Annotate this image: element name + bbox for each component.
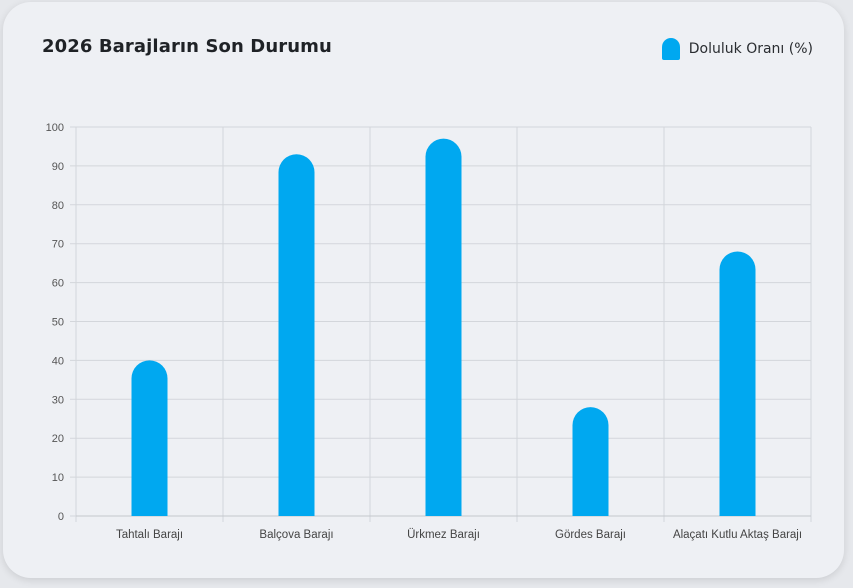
x-tick-label: Ürkmez Barajı	[407, 529, 480, 541]
bar[interactable]	[425, 138, 462, 517]
x-tick-label: Tahtalı Barajı	[116, 529, 183, 541]
y-tick-label: 50	[52, 317, 64, 329]
y-tick-label: 90	[52, 161, 64, 173]
y-tick-label: 30	[52, 394, 64, 406]
y-tick-label: 10	[52, 472, 64, 484]
y-tick-label: 40	[52, 355, 64, 367]
y-tick-label: 60	[52, 278, 64, 290]
bar[interactable]	[572, 407, 609, 516]
y-tick-label: 0	[58, 511, 64, 523]
bar[interactable]	[131, 360, 168, 516]
bar[interactable]	[719, 251, 756, 516]
x-tick-label: Balçova Barajı	[259, 529, 333, 541]
bar[interactable]	[278, 154, 315, 516]
x-tick-label: Gördes Barajı	[555, 529, 626, 541]
chart-legend[interactable]: Doluluk Oranı (%)	[661, 38, 813, 60]
chart-title: 2026 Barajların Son Durumu	[42, 36, 332, 57]
y-tick-label: 20	[52, 433, 64, 445]
x-tick-label: Alaçatı Kutlu Aktaş Barajı	[673, 529, 802, 541]
y-tick-label: 80	[52, 200, 64, 212]
y-tick-label: 100	[46, 122, 64, 134]
legend-label: Doluluk Oranı (%)	[688, 41, 813, 57]
legend-swatch	[661, 38, 680, 60]
y-tick-label: 70	[52, 239, 64, 251]
